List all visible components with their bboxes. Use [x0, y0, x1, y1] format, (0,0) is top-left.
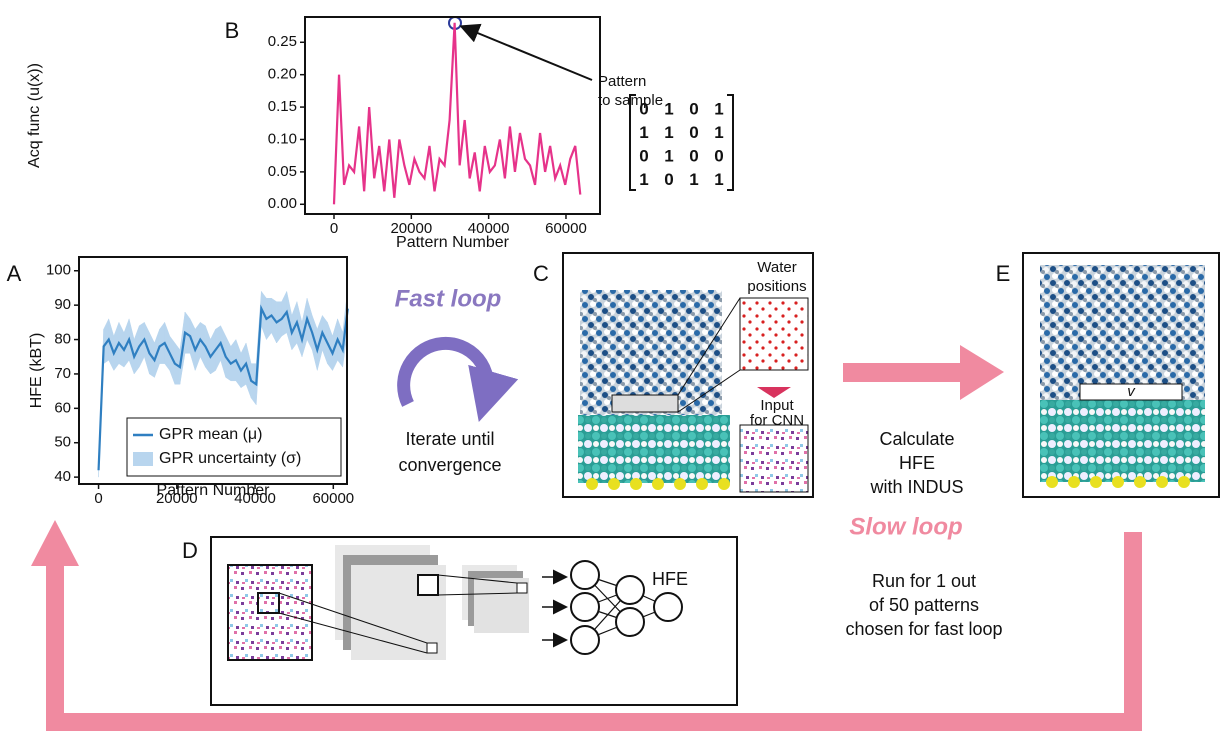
matrix-cell: 0	[689, 146, 698, 165]
kernel	[517, 583, 527, 593]
caption: Run for 1 out	[872, 571, 976, 591]
y-tick-label: 100	[46, 262, 71, 279]
y-tick-label: 70	[54, 365, 71, 382]
annotation: Pattern	[598, 73, 646, 90]
panel-label: E	[996, 261, 1011, 286]
probe-region	[612, 395, 678, 412]
matrix-cell: 1	[689, 170, 698, 189]
loop-arrow	[404, 343, 488, 404]
y-tick-label: 80	[54, 331, 71, 348]
matrix-cell: 1	[714, 123, 723, 142]
inset-label: positions	[747, 278, 806, 295]
matrix-cell: 1	[714, 170, 723, 189]
fast-loop-title: Fast loop	[395, 285, 502, 312]
inset-label: Water	[757, 259, 796, 276]
legend-label: GPR mean (μ)	[159, 426, 262, 443]
slow-loop-title: Slow loop	[849, 513, 962, 540]
y-tick-label: 0.10	[268, 130, 297, 147]
x-tick-label: 0	[330, 220, 338, 237]
panel-label: C	[533, 261, 549, 286]
arrow-head	[31, 520, 79, 566]
legend-label: GPR uncertainty (σ)	[159, 450, 301, 467]
panel-label: D	[182, 538, 198, 563]
arrow-body	[843, 363, 961, 382]
y-tick-label: 0.00	[268, 195, 297, 212]
arrow-head	[960, 345, 1004, 400]
y-tick-label: 0.20	[268, 66, 297, 83]
matrix-cell: 0	[714, 146, 723, 165]
series-line	[334, 23, 580, 204]
x-tick-label: 60000	[545, 220, 587, 237]
surface	[578, 415, 730, 483]
matrix-cell: 0	[639, 146, 648, 165]
y-tick-label: 50	[54, 434, 71, 451]
matrix-cell: 1	[639, 123, 648, 142]
matrix-cell: 0	[689, 99, 698, 118]
y-tick-label: 0.05	[268, 163, 297, 180]
matrix-cell: 0	[664, 170, 673, 189]
caption: of 50 patterns	[869, 595, 979, 615]
caption: chosen for fast loop	[845, 619, 1002, 639]
annotation-arrow	[463, 27, 592, 80]
cnn-input-inset	[740, 425, 808, 492]
panel-label: A	[7, 261, 22, 286]
y-tick-label: 90	[54, 296, 71, 313]
matrix-cell: 1	[714, 99, 723, 118]
matrix-cell: 1	[639, 170, 648, 189]
matrix-cell: 1	[664, 146, 673, 165]
output-label: HFE	[652, 569, 688, 589]
kernel	[418, 575, 438, 595]
y-axis-label: HFE (kBT)	[28, 333, 45, 409]
x-tick-label: 60000	[312, 490, 354, 507]
caption: Calculate	[879, 429, 954, 449]
x-axis-label: Pattern Number	[396, 234, 510, 251]
y-tick-label: 60	[54, 399, 71, 416]
y-tick-label: 0.15	[268, 98, 297, 115]
water-positions-inset	[740, 298, 808, 370]
y-tick-label: 0.25	[268, 33, 297, 50]
legend-swatch	[133, 452, 153, 466]
surface	[1040, 400, 1205, 482]
y-tick-label: 40	[54, 468, 71, 485]
figure: B A C D E Pattern to sample 010111010100…	[0, 0, 1224, 744]
matrix-cell: 0	[639, 99, 648, 118]
kernel	[427, 643, 437, 653]
caption: HFE	[899, 453, 935, 473]
x-tick-label: 0	[94, 490, 102, 507]
matrix-cell: 1	[664, 99, 673, 118]
caption: convergence	[398, 455, 501, 475]
matrix-cell: 0	[689, 123, 698, 142]
input-arrows	[542, 577, 565, 640]
y-axis-label: Acq func (u(x))	[26, 63, 43, 168]
water-box	[1040, 265, 1205, 400]
caption: with INDUS	[869, 477, 963, 497]
panel-label: B	[225, 18, 240, 43]
matrix-cell: 1	[664, 123, 673, 142]
caption: Iterate until	[405, 429, 494, 449]
